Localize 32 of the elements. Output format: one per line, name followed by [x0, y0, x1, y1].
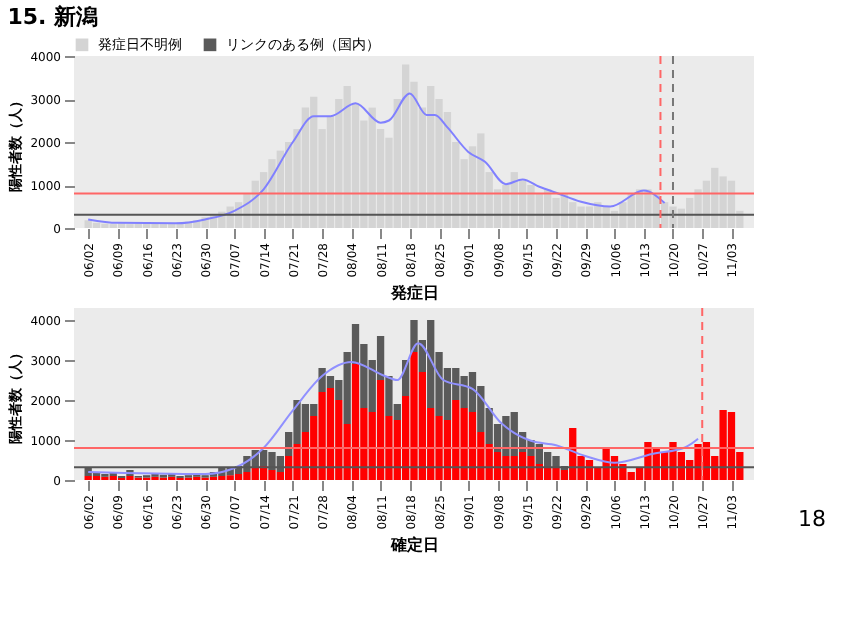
- bar: [435, 416, 443, 480]
- bar: [544, 468, 552, 480]
- bar: [401, 64, 410, 228]
- x-axis-title: 発症日: [389, 283, 439, 302]
- bar: [84, 220, 92, 228]
- bar: [410, 352, 418, 480]
- bar: [351, 364, 360, 480]
- bar: [627, 472, 635, 480]
- bar: [92, 222, 101, 228]
- bar: [427, 320, 435, 408]
- bar: [376, 380, 385, 480]
- bar: [318, 392, 326, 480]
- line-series: [87, 342, 700, 475]
- bar: [460, 376, 468, 408]
- bar: [326, 388, 335, 480]
- bar: [251, 468, 259, 480]
- bar: [268, 470, 276, 480]
- bar: [727, 412, 736, 480]
- bar: [243, 472, 251, 480]
- bar: [719, 410, 727, 480]
- text: 18: [798, 506, 826, 532]
- bar: [552, 468, 560, 480]
- bar: [234, 474, 243, 480]
- bar: [460, 408, 468, 480]
- bar: [452, 400, 460, 480]
- chart-title: 15. 新潟: [7, 4, 99, 30]
- bar: [527, 456, 535, 480]
- x-axis-title: 確定日: [389, 533, 439, 554]
- bar: [502, 456, 510, 480]
- bar: [268, 159, 276, 228]
- bar: [468, 412, 477, 480]
- line-series: [87, 92, 666, 225]
